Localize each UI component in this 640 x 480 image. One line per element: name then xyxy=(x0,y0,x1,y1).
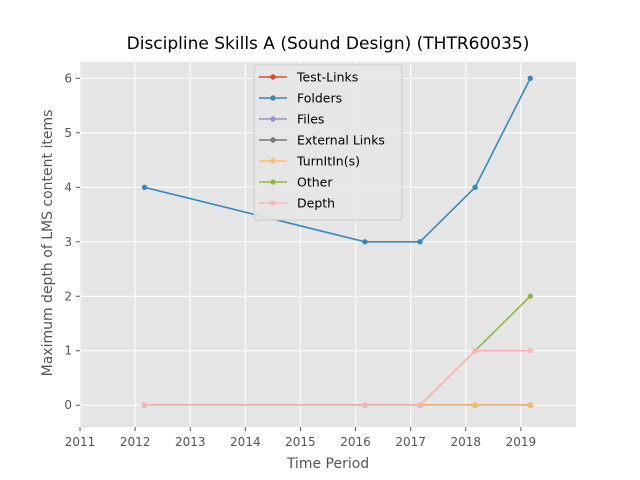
data-point xyxy=(527,402,533,408)
data-point xyxy=(472,184,478,190)
legend-label: Test-Links xyxy=(296,70,358,85)
x-tick-label: 2011 xyxy=(65,435,96,449)
legend-label: Files xyxy=(297,112,324,127)
legend-swatch-marker xyxy=(270,158,276,164)
x-axis-ticks: 2011 2012 2013 2014 2015 2016 2017 2018 2019 xyxy=(65,427,536,449)
x-tick-label: 2015 xyxy=(285,435,316,449)
y-tick-label: 0 xyxy=(64,398,72,412)
data-point xyxy=(527,293,533,299)
legend-label: TurnItIn(s) xyxy=(296,154,360,169)
data-point xyxy=(527,348,533,354)
legend-entry: Depth xyxy=(259,196,335,211)
x-tick-label: 2017 xyxy=(395,435,426,449)
x-tick-label: 2016 xyxy=(340,435,371,449)
y-tick-label: 3 xyxy=(64,235,72,249)
y-tick-label: 4 xyxy=(64,180,72,194)
y-tick-label: 2 xyxy=(64,289,72,303)
legend-label: Depth xyxy=(297,196,335,211)
chart-title: Discipline Skills A (Sound Design) (THTR… xyxy=(127,34,530,54)
data-point xyxy=(362,402,368,408)
legend-entry: TurnItIn(s) xyxy=(259,154,360,169)
data-point xyxy=(472,348,478,354)
x-tick-label: 2012 xyxy=(120,435,151,449)
legend-label: Folders xyxy=(297,91,342,106)
legend-entry: Folders xyxy=(259,91,342,106)
y-axis-ticks: 0 1 2 3 4 5 6 xyxy=(64,71,80,412)
legend-swatch-marker xyxy=(270,137,276,143)
legend-entry: External Links xyxy=(259,133,385,148)
data-point xyxy=(141,402,148,408)
legend-entry: Files xyxy=(259,112,324,127)
y-tick-label: 5 xyxy=(64,126,72,140)
y-tick-label: 1 xyxy=(64,344,72,358)
legend-label: External Links xyxy=(297,133,385,148)
data-point xyxy=(362,239,368,245)
y-axis-label: Maximum depth of LMS content items xyxy=(40,110,56,377)
data-point xyxy=(417,239,423,245)
data-point xyxy=(417,402,423,408)
legend-swatch-marker xyxy=(270,116,276,122)
x-axis-label: Time Period xyxy=(286,456,369,472)
legend: Test-Links Folders Files External Links Turn… xyxy=(253,64,403,221)
series-folders xyxy=(141,75,533,245)
x-tick-label: 2014 xyxy=(230,435,261,449)
legend-swatch-marker xyxy=(270,179,276,185)
legend-box xyxy=(253,64,403,221)
x-tick-label: 2013 xyxy=(175,435,206,449)
legend-swatch-marker xyxy=(270,74,276,80)
legend-entry: Other xyxy=(259,175,333,190)
legend-entry: Test-Links xyxy=(259,70,358,85)
legend-swatch-marker xyxy=(270,95,276,101)
x-tick-label: 2018 xyxy=(451,435,482,449)
y-tick-label: 6 xyxy=(64,71,72,85)
x-tick-label: 2019 xyxy=(506,435,537,449)
data-point xyxy=(472,402,478,408)
legend-label: Other xyxy=(297,175,333,190)
series-depth xyxy=(141,348,533,408)
legend-swatch-marker xyxy=(270,200,276,206)
series-lines xyxy=(141,75,533,408)
data-point xyxy=(141,184,148,190)
data-point xyxy=(527,75,533,82)
